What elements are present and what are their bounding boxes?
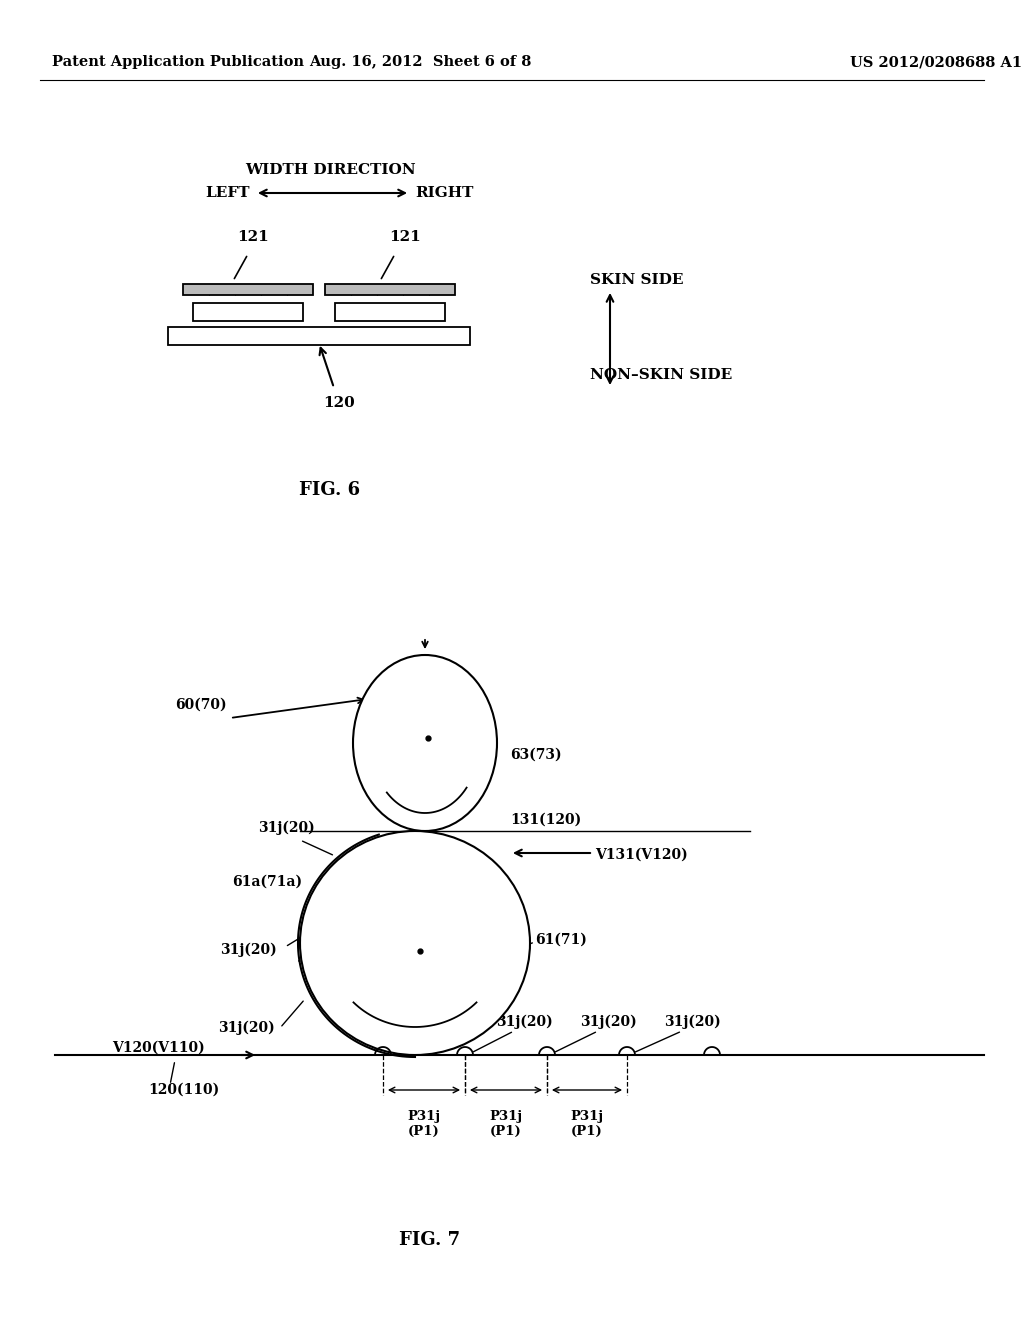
Bar	[183, 284, 313, 294]
Text: US 2012/0208688 A1: US 2012/0208688 A1	[850, 55, 1022, 69]
Text: 61(71): 61(71)	[535, 933, 587, 946]
Text: 60(70): 60(70)	[175, 698, 226, 711]
Text: V61(V71): V61(V71)	[350, 950, 423, 965]
Text: LEFT: LEFT	[206, 186, 250, 201]
Text: 121: 121	[389, 230, 421, 244]
Text: 31j(20): 31j(20)	[258, 821, 314, 836]
Text: V120(V110): V120(V110)	[112, 1041, 205, 1055]
Text: 131(120): 131(120)	[510, 813, 582, 828]
Text: Patent Application Publication: Patent Application Publication	[52, 55, 304, 69]
Text: SKIN SIDE: SKIN SIDE	[590, 273, 683, 286]
Text: 63(73): 63(73)	[510, 748, 561, 762]
Bar	[325, 284, 455, 294]
Text: 120: 120	[324, 396, 355, 411]
Ellipse shape	[353, 655, 497, 832]
Text: 31j(20): 31j(20)	[415, 1015, 471, 1030]
Text: 31j(20): 31j(20)	[496, 1015, 552, 1030]
Text: NON–SKIN SIDE: NON–SKIN SIDE	[590, 368, 732, 381]
Bar	[335, 304, 445, 321]
Text: Aug. 16, 2012  Sheet 6 of 8: Aug. 16, 2012 Sheet 6 of 8	[309, 55, 531, 69]
Text: FIG. 6: FIG. 6	[299, 480, 360, 499]
Text: P31j
(P1): P31j (P1)	[408, 1110, 440, 1138]
Bar	[168, 327, 470, 345]
Bar	[193, 304, 303, 321]
Text: 121: 121	[238, 230, 269, 244]
Text: RIGHT: RIGHT	[415, 186, 473, 201]
Text: V131(V120): V131(V120)	[595, 847, 688, 862]
Text: 31j(20): 31j(20)	[664, 1015, 720, 1030]
Text: 31j(20): 31j(20)	[220, 942, 276, 957]
Text: 120(110): 120(110)	[148, 1082, 219, 1097]
Text: FIG. 7: FIG. 7	[399, 1232, 461, 1249]
Text: 31j(20): 31j(20)	[218, 1020, 274, 1035]
Text: 61a(71a): 61a(71a)	[232, 875, 302, 888]
Text: 31j(20): 31j(20)	[580, 1015, 636, 1030]
Text: P31j
(P1): P31j (P1)	[489, 1110, 522, 1138]
Ellipse shape	[300, 832, 530, 1055]
Text: WIDTH DIRECTION: WIDTH DIRECTION	[245, 162, 416, 177]
Text: P31j
(P1): P31j (P1)	[570, 1110, 603, 1138]
